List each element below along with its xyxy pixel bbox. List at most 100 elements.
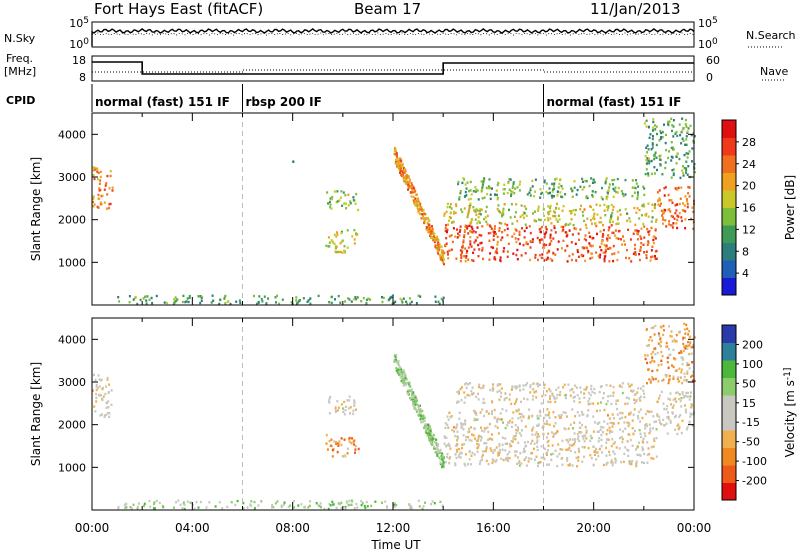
power-cell <box>463 234 466 237</box>
velocity-cell <box>631 390 634 393</box>
power-cell <box>546 256 549 259</box>
power-cell <box>529 188 532 192</box>
velocity-cell <box>446 415 449 418</box>
power-cell <box>400 160 403 164</box>
velocity-cell <box>148 499 151 503</box>
velocity-cell <box>636 453 639 457</box>
ylabel: Slant Range [km] <box>29 362 43 466</box>
velocity-cell <box>414 396 417 399</box>
power-cell <box>683 166 686 170</box>
power-cell <box>509 216 512 219</box>
velocity-cell <box>528 408 531 411</box>
velocity-cell <box>456 423 459 426</box>
power-cell <box>639 246 642 249</box>
velocity-cell <box>280 504 283 507</box>
velocity-cell <box>629 411 632 414</box>
power-cell <box>643 236 646 239</box>
velocity-cell <box>662 324 665 328</box>
velocity-cell <box>619 436 622 440</box>
power-colorbar-cell <box>722 260 736 278</box>
power-cell <box>529 194 532 197</box>
velocity-cell <box>594 453 596 457</box>
power-cell <box>92 195 95 198</box>
power-cell <box>419 212 422 216</box>
cpid-segment-label: normal (fast) 151 IF <box>95 95 230 109</box>
power-cell <box>423 212 426 215</box>
power-cell <box>467 198 470 201</box>
velocity-cell <box>662 402 665 405</box>
power-cell <box>682 174 685 177</box>
power-cell <box>470 230 473 233</box>
power-cell <box>517 238 520 241</box>
velocity-cell <box>519 389 522 392</box>
power-cell <box>456 236 459 239</box>
velocity-cell <box>353 443 356 446</box>
power-cell <box>645 119 648 122</box>
power-cell <box>406 174 409 177</box>
velocity-cell <box>495 446 498 449</box>
power-cell <box>671 156 674 159</box>
power-cell <box>543 236 546 239</box>
velocity-cell <box>653 333 656 336</box>
power-cell <box>253 294 255 298</box>
power-cell <box>497 209 500 213</box>
velocity-cell <box>253 507 256 510</box>
velocity-cell <box>548 423 551 426</box>
velocity-cell <box>461 446 463 450</box>
velocity-cell <box>329 504 332 507</box>
velocity-cell <box>131 507 133 510</box>
velocity-cell <box>179 503 182 506</box>
velocity-cell <box>643 461 645 465</box>
power-cell <box>334 298 336 301</box>
power-cell <box>448 249 451 252</box>
velocity-cell <box>593 450 596 453</box>
velocity-cell <box>348 395 351 398</box>
velocity-cell <box>657 342 660 345</box>
velocity-cell <box>555 396 558 400</box>
power-cell <box>529 187 532 190</box>
power-cell <box>652 129 655 132</box>
velocity-cell <box>471 393 474 396</box>
power-cell <box>463 235 466 239</box>
velocity-cell <box>449 455 452 459</box>
velocity-cell <box>103 415 106 419</box>
velocity-cell <box>542 433 545 436</box>
velocity-cell <box>100 394 102 397</box>
power-cell <box>493 257 496 260</box>
velocity-cell <box>560 457 563 460</box>
power-cell <box>476 226 479 229</box>
velocity-cell <box>477 435 480 438</box>
power-cell <box>344 194 347 197</box>
velocity-cell <box>567 440 570 444</box>
velocity-cell <box>687 340 689 344</box>
velocity-cell <box>496 390 499 394</box>
power-cell <box>424 217 427 220</box>
power-cell <box>467 258 470 261</box>
power-cell <box>688 150 691 153</box>
velocity-cell <box>429 441 432 444</box>
velocity-cell <box>611 422 614 425</box>
velocity-cell <box>425 431 428 435</box>
velocity-cell <box>488 422 491 426</box>
velocity-cell <box>420 421 423 424</box>
power-cell <box>682 126 685 130</box>
power-cell <box>604 180 607 183</box>
velocity-cell <box>643 396 646 399</box>
velocity-cell <box>639 454 642 457</box>
velocity-cell <box>674 340 677 343</box>
velocity-cell <box>463 462 466 465</box>
power-cell <box>480 234 483 237</box>
velocity-cell <box>95 383 98 387</box>
velocity-cell <box>107 400 110 403</box>
power-cell <box>346 229 349 232</box>
velocity-cell <box>512 411 515 414</box>
power-cell <box>495 247 498 250</box>
velocity-cell <box>678 393 681 396</box>
velocity-cell <box>505 396 508 400</box>
power-cell <box>596 213 599 216</box>
power-cell <box>624 243 627 246</box>
power-cell <box>662 216 665 219</box>
velocity-cell <box>506 442 508 445</box>
power-cell <box>616 177 619 181</box>
power-cell <box>496 183 499 187</box>
